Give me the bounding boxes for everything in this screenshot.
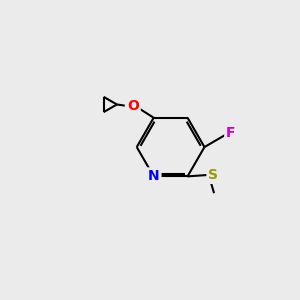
Text: F: F (226, 126, 236, 140)
Text: N: N (148, 169, 160, 183)
Text: S: S (208, 168, 218, 182)
Text: O: O (127, 99, 139, 113)
